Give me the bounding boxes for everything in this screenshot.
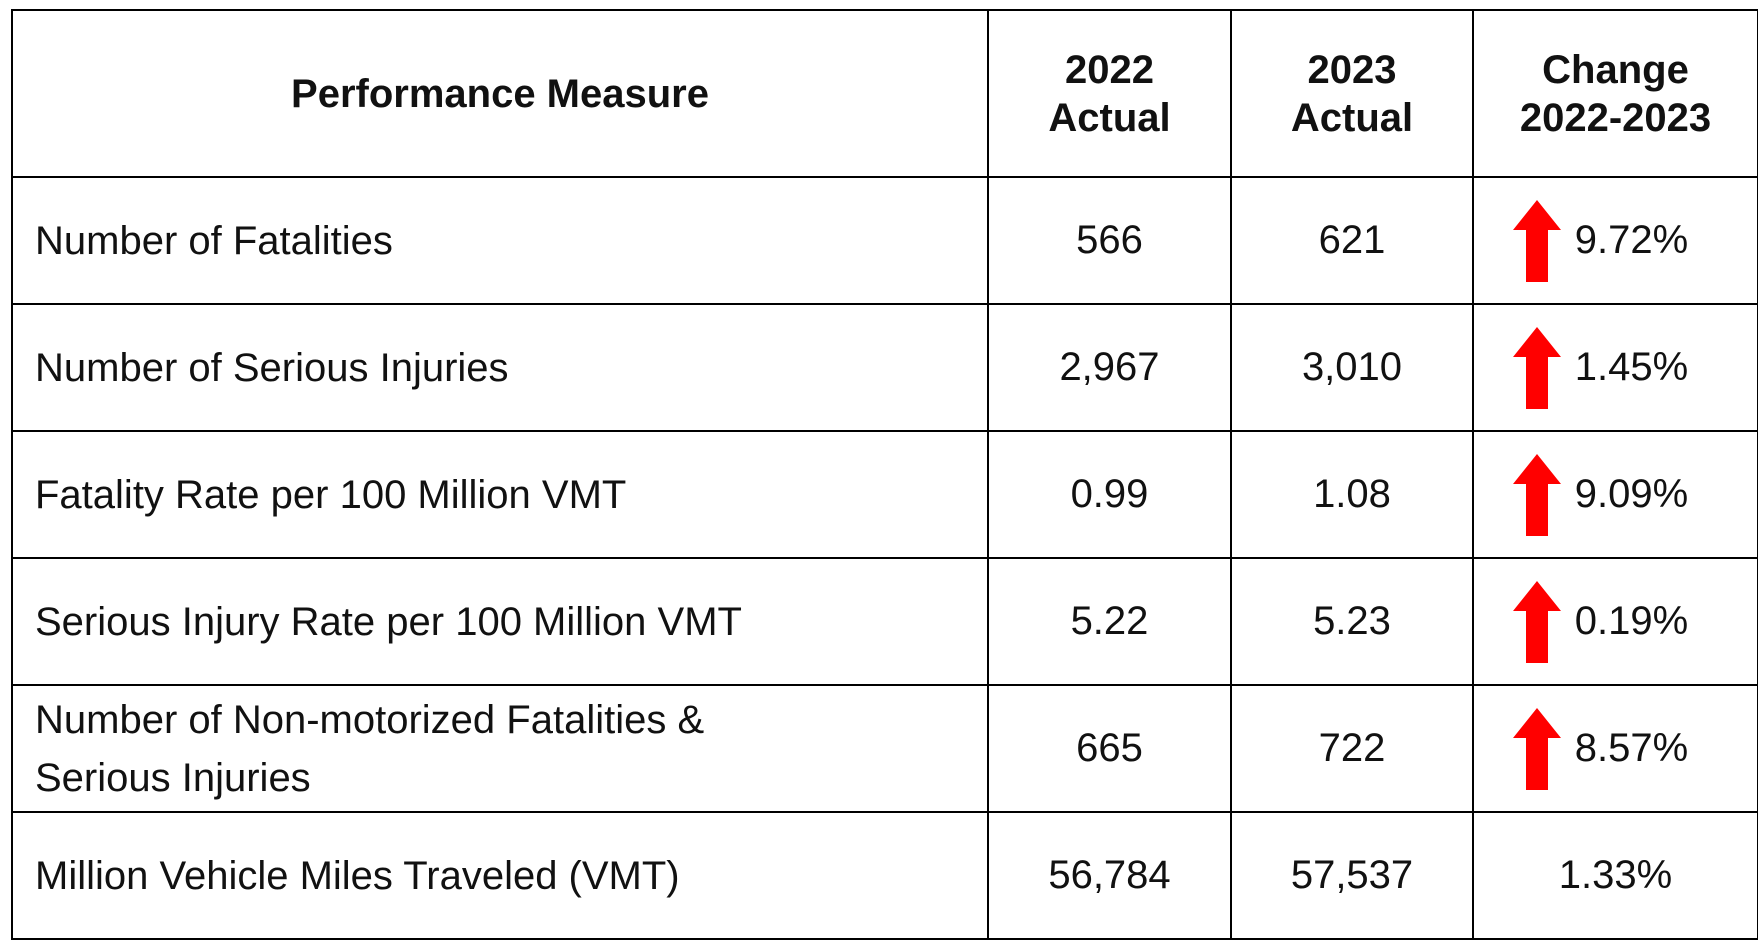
- change-value: 0.19%: [1574, 599, 1689, 643]
- change-value: 8.57%: [1574, 726, 1689, 770]
- change: 1.45%: [1444, 326, 1757, 409]
- header-row: Performance Measure 2022 Actual 2023 Act…: [11, 9, 1758, 178]
- value-2022: 566: [987, 176, 1232, 305]
- change-cell: 1.45%: [1472, 303, 1758, 432]
- up-arrow: [1512, 580, 1561, 663]
- measure: Number of Fatalities: [11, 176, 989, 305]
- row: Million Vehicle Miles Traveled (VMT) 56,…: [11, 811, 1758, 940]
- value-2022: 665: [987, 684, 1232, 813]
- up-arrow: [1512, 453, 1561, 536]
- header-cell: 2022 Actual: [987, 9, 1232, 178]
- row: Number of Non-motorized Fatalities & Ser…: [11, 684, 1758, 813]
- value-2022: 5.22: [987, 557, 1232, 686]
- value-2023: 3,010: [1230, 303, 1474, 432]
- value-2022: 56,784: [987, 811, 1232, 940]
- header-cell: Change 2022-2023: [1472, 9, 1758, 178]
- change-cell: 0.19%: [1472, 557, 1758, 686]
- value-2022: 0.99: [987, 430, 1232, 559]
- change-cell: 9.09%: [1472, 430, 1758, 559]
- value-2022: 2,967: [987, 303, 1232, 432]
- change-value: 1.45%: [1574, 345, 1689, 389]
- change-cell: 1.33%: [1472, 811, 1758, 940]
- change-cell: 8.57%: [1472, 684, 1758, 813]
- value-2023: 5.23: [1230, 557, 1474, 686]
- up-arrow: [1512, 326, 1561, 409]
- measure: Number of Serious Injuries: [11, 303, 989, 432]
- row: Serious Injury Rate per 100 Million VMT …: [11, 557, 1758, 686]
- measure: Million Vehicle Miles Traveled (VMT): [11, 811, 989, 940]
- change: 9.72%: [1444, 199, 1757, 282]
- measure: Fatality Rate per 100 Million VMT: [11, 430, 989, 559]
- row: Number of Fatalities 566 621 9.72%: [11, 176, 1758, 305]
- value-2023: 722: [1230, 684, 1474, 813]
- change: 0.19%: [1444, 580, 1757, 663]
- change-cell: 9.72%: [1472, 176, 1758, 305]
- change: 8.57%: [1444, 707, 1757, 790]
- up-arrow: [1512, 199, 1561, 282]
- value-2023: 1.08: [1230, 430, 1474, 559]
- change-value: 9.09%: [1574, 472, 1689, 516]
- performance-table: Performance Measure 2022 Actual 2023 Act…: [11, 9, 1758, 940]
- value-2023: 621: [1230, 176, 1474, 305]
- change-value: 9.72%: [1574, 218, 1689, 262]
- measure: Number of Non-motorized Fatalities & Ser…: [11, 684, 989, 813]
- change: 9.09%: [1444, 453, 1757, 536]
- header-cell: 2023 Actual: [1230, 9, 1474, 178]
- row: Fatality Rate per 100 Million VMT 0.99 1…: [11, 430, 1758, 559]
- row: Number of Serious Injuries 2,967 3,010 1…: [11, 303, 1758, 432]
- up-arrow: [1512, 707, 1561, 790]
- value-2023: 57,537: [1230, 811, 1474, 940]
- header-cell: Performance Measure: [11, 9, 989, 178]
- measure: Serious Injury Rate per 100 Million VMT: [11, 557, 989, 686]
